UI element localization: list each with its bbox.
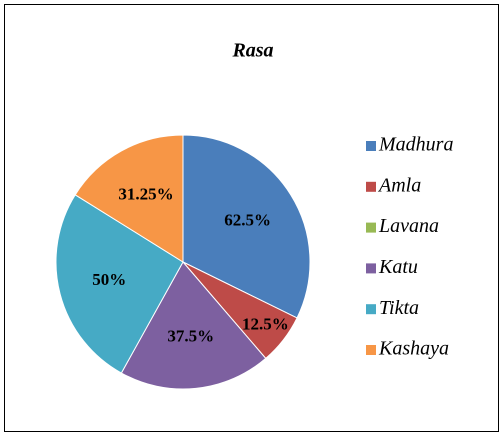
chart-title: Rasa: [231, 40, 273, 62]
legend-label: Madhura: [378, 134, 453, 156]
legend-swatch: [366, 181, 376, 192]
legend-swatch: [366, 263, 376, 274]
legend-label: Kashaya: [378, 338, 449, 360]
value-label: 62.5%: [224, 211, 271, 230]
value-label: 37.5%: [167, 327, 214, 346]
legend-label: Amla: [377, 174, 421, 196]
value-label: 50%: [92, 270, 126, 289]
legend-label: Lavana: [378, 215, 439, 237]
legend-swatch: [366, 345, 376, 355]
pie-slice: [182, 134, 311, 319]
value-label: 31.25%: [118, 184, 173, 203]
legend-label: Katu: [378, 256, 418, 278]
legend-swatch: [366, 304, 376, 315]
pie-slice: [55, 194, 184, 374]
value-label: 12.5%: [242, 315, 289, 334]
legend-swatch: [366, 141, 376, 151]
legend-swatch: [366, 222, 376, 233]
pie-slice: [74, 134, 184, 263]
legend-label: Tikta: [379, 297, 419, 319]
pie-slice: [120, 261, 267, 390]
